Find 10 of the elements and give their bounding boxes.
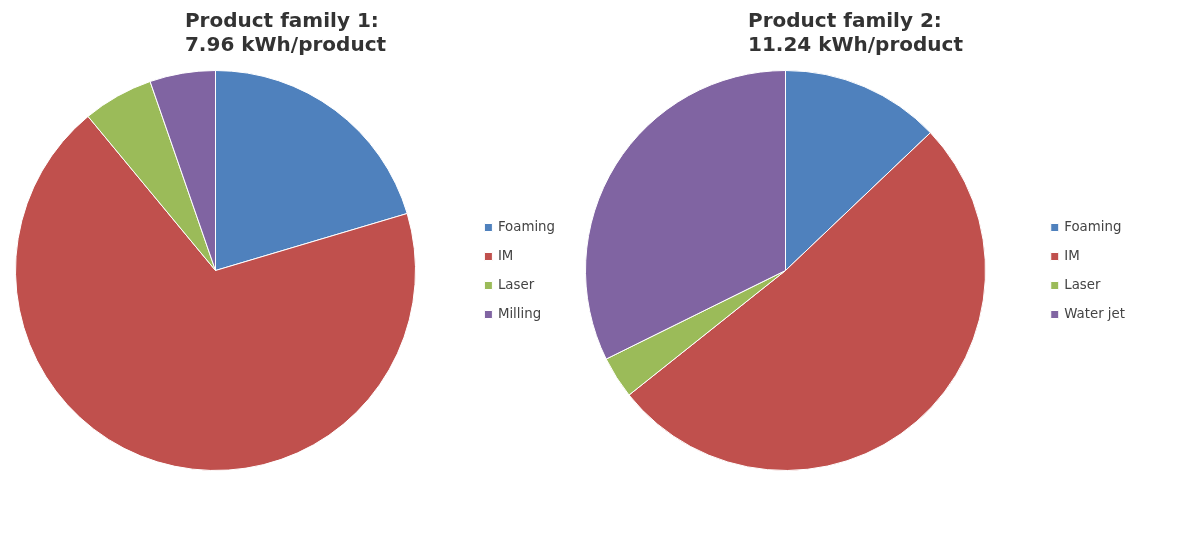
- chart-title: Product family 1: 7.96 kWh/product: [184, 7, 387, 56]
- legend-label: Laser: [1064, 277, 1101, 292]
- legend-label: Foaming: [497, 219, 555, 234]
- chart-title: Product family 2: 11.24 kWh/product: [747, 7, 964, 56]
- legend-label: Milling: [497, 306, 542, 321]
- legend-label: IM: [1064, 248, 1081, 263]
- legend-label: Laser: [497, 277, 535, 292]
- legend-label: IM: [497, 248, 515, 263]
- legend-label: Foaming: [1064, 219, 1122, 234]
- legend-label: Water jet: [1064, 306, 1125, 321]
